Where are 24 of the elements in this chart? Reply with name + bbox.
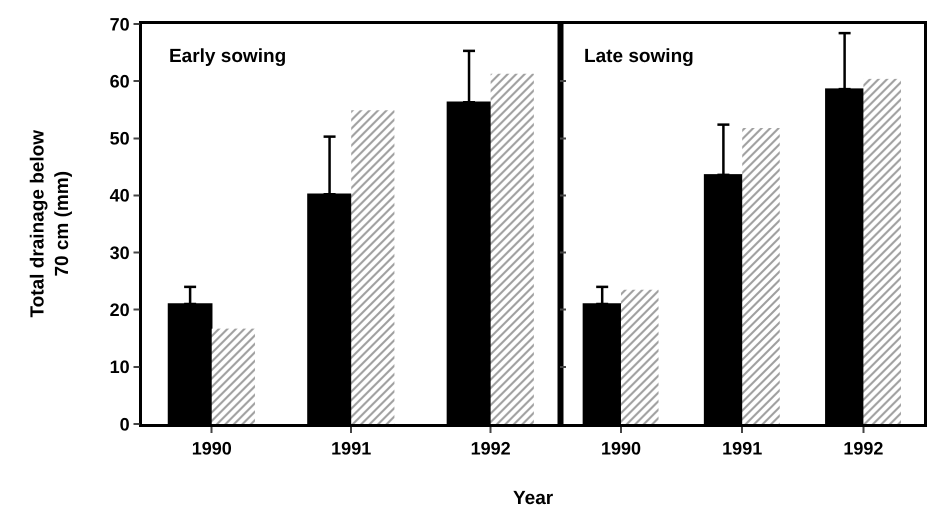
y-tick-label: 60 <box>110 71 130 92</box>
x-tick-label: 1990 <box>600 438 642 458</box>
x-tick-label: 1992 <box>843 438 884 458</box>
y-tick-label: 10 <box>110 357 130 378</box>
bar <box>490 74 534 424</box>
text: Late sowing <box>584 46 694 67</box>
y-tick-label: 0 <box>120 414 130 434</box>
text: Early sowing <box>169 46 286 67</box>
bar <box>212 328 255 424</box>
y-tick-label: 50 <box>110 128 130 149</box>
y-axis-title: Total drainage below 70 cm (mm) <box>28 130 74 318</box>
x-tick-label: 1992 <box>470 438 511 458</box>
bar <box>742 128 780 424</box>
y-tick-label: 70 <box>110 14 130 34</box>
x-tick-label: 1991 <box>722 438 762 458</box>
y-tick-label: 20 <box>110 300 130 320</box>
bar <box>863 78 901 424</box>
y-tick-label: 40 <box>110 186 130 206</box>
x-tick-label: 1991 <box>331 438 372 458</box>
x-axis-title: Year <box>513 488 554 509</box>
y-tick-label: 30 <box>110 242 130 263</box>
bar <box>351 110 394 424</box>
bar <box>620 290 659 424</box>
x-tick-label: 1990 <box>192 438 232 458</box>
